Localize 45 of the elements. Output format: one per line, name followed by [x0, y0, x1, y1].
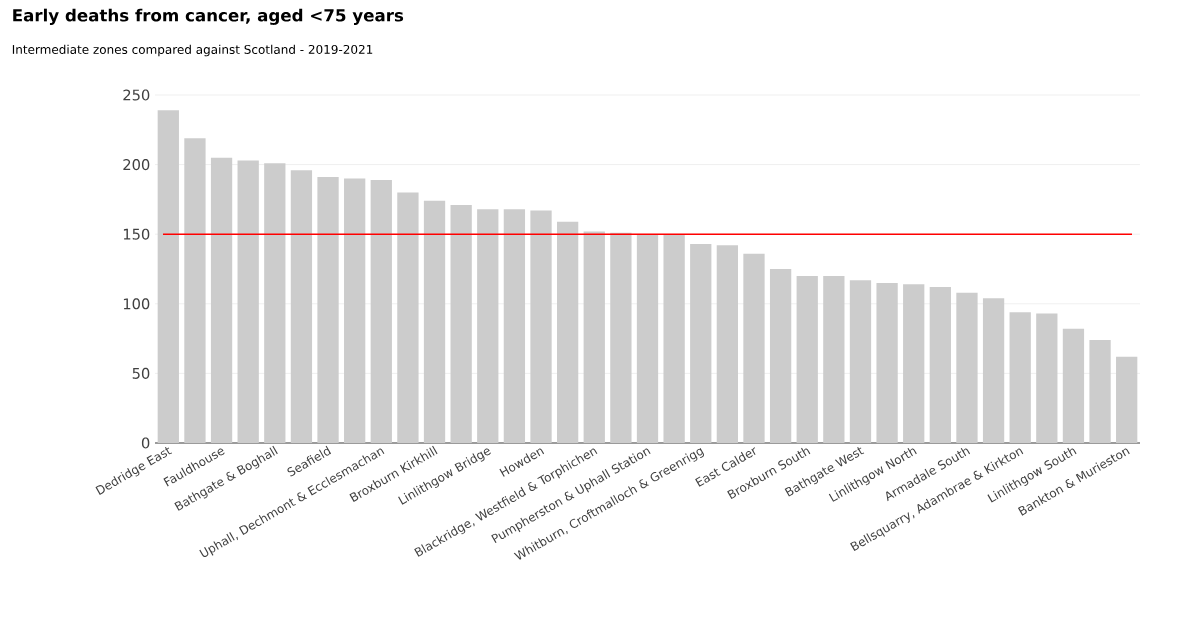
chart-title: Early deaths from cancer, aged <75 years	[13, 8, 404, 25]
bar	[583, 231, 605, 443]
bar	[743, 253, 765, 443]
bar	[423, 200, 446, 443]
bar	[1062, 328, 1085, 443]
bar	[690, 243, 712, 443]
bar	[344, 178, 366, 443]
bar	[264, 163, 286, 443]
bar	[929, 287, 951, 443]
bar	[849, 280, 872, 443]
bar	[1009, 312, 1031, 443]
bar	[503, 209, 526, 443]
bar	[1089, 339, 1111, 443]
bar	[184, 138, 206, 443]
bar	[317, 177, 339, 443]
bar	[556, 221, 579, 443]
bar	[823, 275, 845, 443]
bar	[876, 282, 898, 443]
bar	[1116, 356, 1138, 443]
bar	[956, 292, 978, 443]
y-tick-label: 50	[132, 367, 150, 379]
bar	[157, 110, 179, 443]
bar	[450, 204, 472, 443]
bar	[237, 160, 259, 443]
bar	[290, 170, 313, 443]
bar	[397, 192, 419, 443]
y-tick-label: 100	[123, 298, 150, 310]
y-tick-label: 150	[123, 228, 150, 240]
bar	[610, 232, 632, 443]
bar	[796, 275, 818, 443]
y-tick-label: 0	[141, 437, 150, 449]
bar	[982, 298, 1005, 443]
bar	[1036, 313, 1058, 443]
bar	[769, 268, 792, 443]
bar	[636, 234, 659, 443]
y-tick-label: 250	[123, 89, 150, 101]
bar	[477, 209, 499, 443]
bar	[210, 157, 233, 443]
y-tick-label: 200	[123, 159, 150, 171]
bar	[370, 179, 392, 443]
chart-subtitle: Intermediate zones compared against Scotland - 2019-2021	[12, 44, 373, 57]
bar	[530, 210, 552, 443]
bar	[663, 234, 685, 443]
bar	[716, 245, 739, 443]
bar	[903, 284, 925, 443]
